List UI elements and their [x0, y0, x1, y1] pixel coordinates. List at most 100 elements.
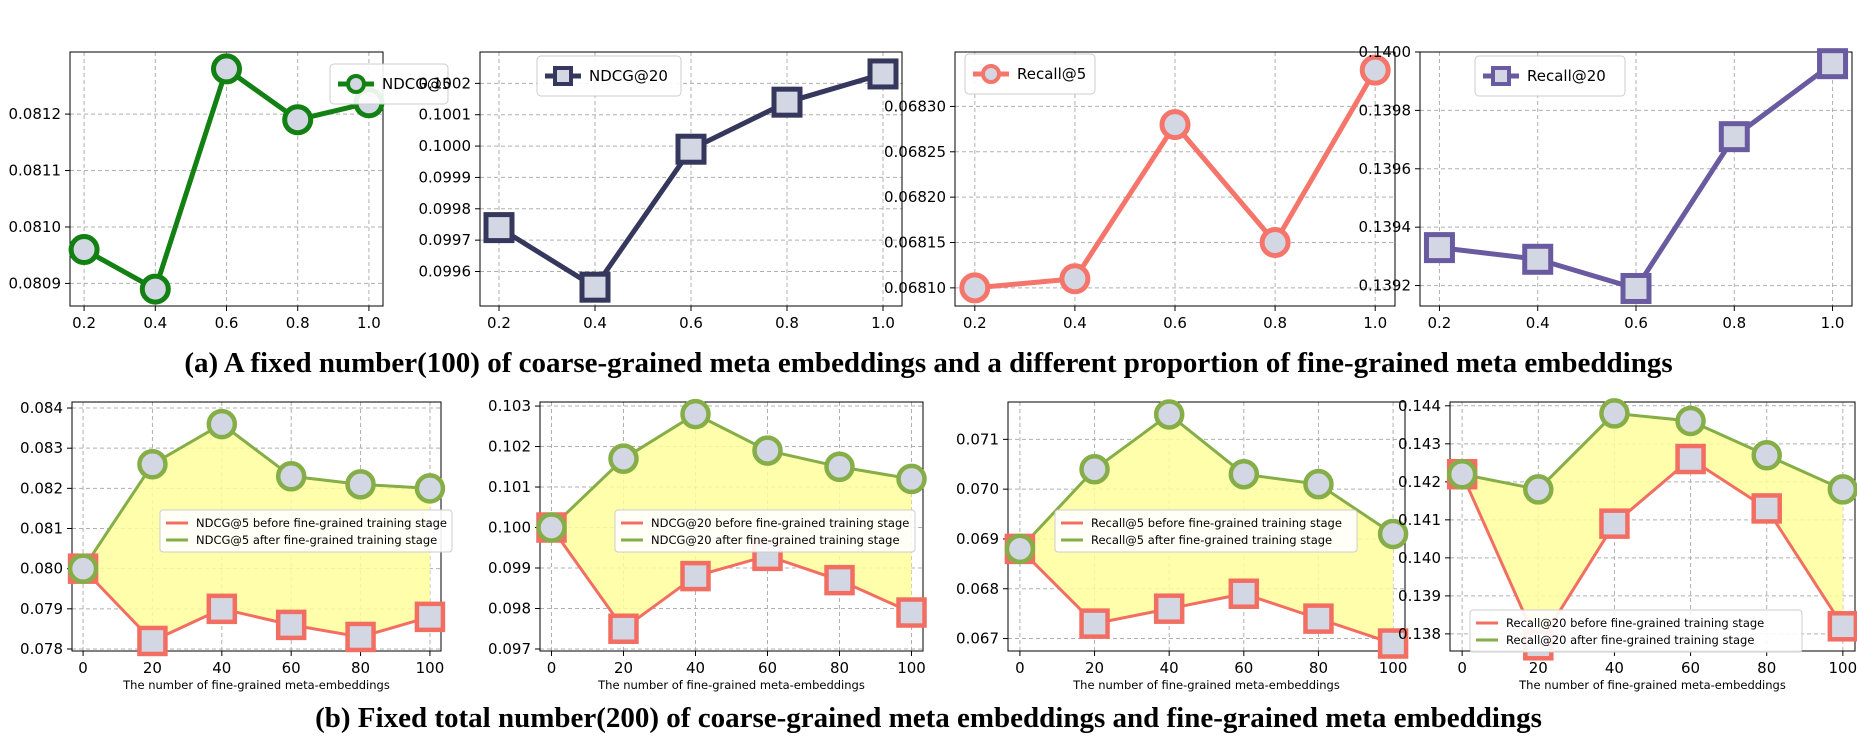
data-point: [1522, 243, 1554, 275]
data-point-after: [824, 451, 855, 483]
y-tick-label: 0.1392: [1359, 277, 1412, 295]
x-tick-label: 0.6: [1163, 314, 1187, 332]
y-tick-label: 0.069: [956, 530, 999, 548]
x-tick-label: 60: [282, 659, 301, 677]
x-tick-label: 1.0: [1363, 314, 1387, 332]
legend-label: Recall@5: [1017, 65, 1086, 83]
data-point-after: [608, 443, 639, 474]
data-point: [1423, 232, 1455, 264]
data-point-after: [1153, 399, 1185, 430]
y-tick-label: 0.0809: [9, 274, 62, 292]
x-tick-label: 20: [614, 659, 633, 677]
y-tick-label: 0.0998: [419, 200, 472, 218]
x-tick-label: 100: [1829, 659, 1857, 677]
x-tick-label: 80: [351, 659, 370, 677]
legend-label-after: NDCG@5 after fine-grained training stage: [196, 533, 437, 547]
y-tick-label: 0.078: [20, 640, 63, 658]
data-point-after: [67, 553, 99, 584]
legend-box: [329, 63, 449, 105]
y-tick-label: 0.1400: [1359, 43, 1412, 61]
data-point: [771, 86, 803, 118]
x-tick-label: 0.4: [1063, 314, 1087, 332]
y-tick-label: 0.143: [1398, 435, 1441, 453]
x-tick-label: 0.2: [963, 314, 987, 332]
data-point: [959, 272, 991, 304]
x-axis-label: The number of fine-grained meta-embeddin…: [1072, 678, 1340, 692]
y-tick-label: 0.1394: [1359, 218, 1412, 236]
chart-6: 0 20 40 60 80 100 0.097 0.098 0.099 0.100 0.101 0.1…: [488, 397, 927, 692]
y-tick-label: 0.067: [956, 630, 999, 648]
x-tick-label: 1.0: [357, 314, 381, 332]
x-tick-label: 0.4: [583, 314, 607, 332]
y-tick-label: 0.068: [956, 580, 999, 598]
y-tick-label: 0.082: [20, 479, 63, 497]
data-point: [211, 53, 242, 85]
x-tick-label: 100: [897, 659, 926, 677]
data-point-before: [1377, 628, 1409, 659]
x-tick-label: 0.6: [215, 314, 239, 332]
data-point: [1620, 272, 1652, 304]
y-tick-label: 0.0999: [419, 168, 472, 186]
chart-3: 0.2 0.4 0.6 0.8 1.0 0.06810 0.06815 0.06820 0.06…: [884, 51, 1396, 332]
y-tick-label: 0.0811: [9, 162, 62, 180]
x-tick-label: 80: [830, 659, 849, 677]
x-tick-label: 80: [1309, 659, 1328, 677]
data-point-after: [1599, 398, 1630, 429]
data-point-after: [1446, 458, 1478, 490]
legend-label-before: Recall@20 before fine-grained training s…: [1506, 616, 1764, 630]
legend-box: [964, 53, 1096, 95]
x-tick-label: 100: [416, 659, 445, 677]
legend-label: NDCG@5: [382, 75, 451, 93]
data-point: [867, 58, 899, 90]
data-point-before: [1675, 443, 1706, 475]
data-point: [579, 271, 611, 303]
y-tick-label: 0.142: [1398, 473, 1441, 491]
x-axis-label: The number of fine-grained meta-embeddin…: [597, 678, 865, 692]
legend-label-before: Recall@5 before fine-grained training st…: [1091, 516, 1342, 530]
data-point: [1718, 121, 1750, 153]
x-axis-label: The number of fine-grained meta-embeddin…: [1518, 678, 1786, 692]
data-point: [1359, 54, 1391, 86]
data-point-after: [1377, 518, 1409, 550]
legend-marker: [346, 74, 366, 94]
y-tick-label: 0.084: [20, 399, 63, 417]
y-tick-label: 0.097: [488, 640, 531, 658]
y-tick-label: 0.102: [488, 438, 531, 456]
data-point-before: [137, 625, 168, 657]
x-axis-label: The number of fine-grained meta-embeddin…: [122, 678, 390, 692]
data-point-after: [345, 469, 376, 500]
y-tick-label: 0.06810: [884, 279, 946, 297]
chart-1: 0.2 0.4 0.6 0.8 1.0 0.0809 0.0810 0.0811 0.0812 N…: [9, 51, 451, 332]
x-tick-label: 0.8: [1722, 314, 1746, 332]
data-point-before: [1827, 611, 1857, 642]
legend-box: [1469, 609, 1803, 653]
x-tick-label: 0: [78, 659, 88, 677]
data-point-before: [1599, 508, 1630, 539]
data-point: [68, 234, 100, 266]
data-point: [1159, 109, 1191, 141]
y-tick-label: 0.099: [488, 559, 531, 577]
data-point-after: [1228, 458, 1260, 490]
caption-a: (a) A fixed number(100) of coarse-graine…: [184, 347, 1673, 379]
x-tick-label: 0.6: [679, 314, 703, 332]
y-tick-label: 0.1002: [419, 74, 472, 92]
y-tick-label: 0.070: [956, 480, 999, 498]
data-point-before: [608, 613, 639, 644]
chart-2: 0.2 0.4 0.6 0.8 1.0 0.0996 0.0997 0.0998 0.0999 0…: [419, 51, 903, 332]
x-tick-label: 1.0: [1821, 314, 1845, 332]
data-point-after: [137, 449, 168, 480]
data-point-after: [896, 463, 927, 495]
data-point-after: [1523, 474, 1554, 505]
y-tick-label: 0.100: [488, 519, 531, 537]
data-point-before: [345, 621, 376, 653]
data-point: [483, 212, 515, 244]
data-point-before: [896, 597, 927, 628]
data-point-before: [1751, 493, 1782, 524]
y-tick-label: 0.081: [20, 520, 63, 538]
data-point-before: [1303, 603, 1334, 634]
legend-label: NDCG@20: [589, 67, 668, 85]
x-tick-label: 0: [1015, 659, 1025, 677]
x-tick-label: 0.2: [1428, 314, 1452, 332]
y-tick-label: 0.1398: [1359, 101, 1412, 119]
data-point-before: [206, 593, 238, 625]
